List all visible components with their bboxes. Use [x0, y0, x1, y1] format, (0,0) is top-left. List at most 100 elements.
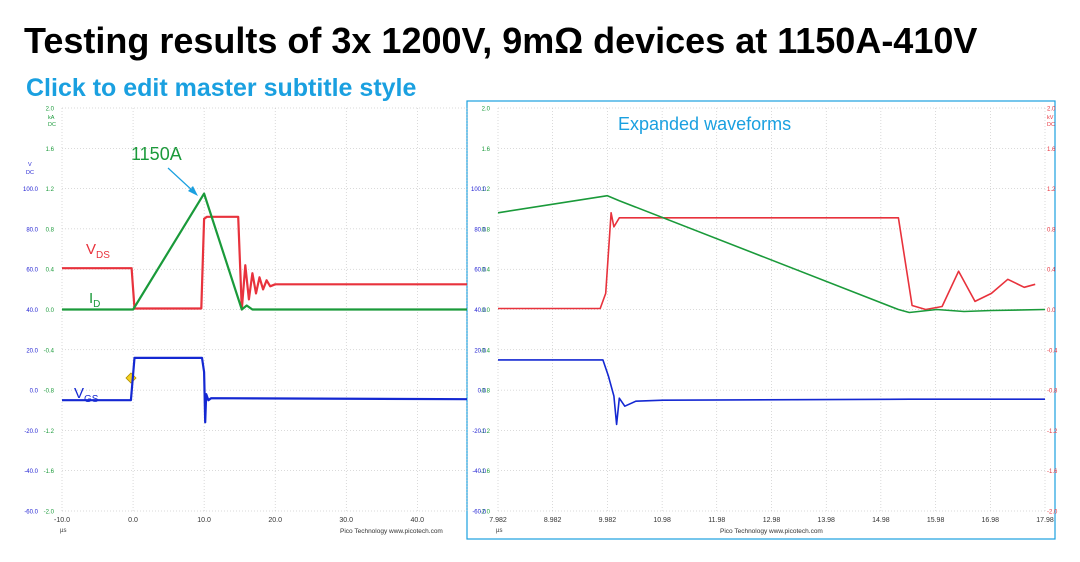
y-mid-unit: kA: [48, 115, 55, 121]
expanded-title: Expanded waveforms: [618, 114, 791, 134]
vgs-label-main: V: [74, 385, 84, 402]
x-unit: µs: [496, 528, 502, 534]
y-mid-tick-label: 0.8: [482, 227, 491, 233]
y-left-tick-label: 80.0: [474, 227, 486, 233]
y-left-tick-label: 0.0: [478, 389, 487, 395]
y-right-tick-label: 0.4: [1047, 268, 1056, 274]
y-right-tick-label: -1.2: [1047, 429, 1058, 435]
y-left-tick-label: 20.0: [26, 348, 38, 354]
y-right-tick-label: -2.0: [1047, 510, 1058, 516]
x-unit: µs: [60, 528, 66, 534]
y-mid-tick-label: 1.6: [482, 147, 491, 153]
x-tick-label: 11.98: [708, 517, 725, 524]
y-mid-tick-label: 1.6: [46, 147, 55, 153]
x-tick-label: 30.0: [339, 517, 353, 524]
series-id-line: [62, 192, 467, 311]
y-mid-tick-label: -1.6: [480, 469, 491, 475]
footer-text: Pico Technology www.picotech.com: [340, 528, 443, 535]
y-mid-tick-label: 0.4: [482, 268, 491, 274]
y-right-tick-label: -1.6: [1047, 469, 1058, 475]
y-right-unit: kV: [1047, 115, 1054, 121]
y-mid-tick-label: 0.0: [46, 308, 55, 314]
y-mid-tick-label: 0.8: [46, 227, 55, 233]
plot-1: 7.982 8.982 9.982 10.98 11.98 12.98 13.98 14.98…: [471, 107, 1058, 536]
y-mid-tick-label: 1.2: [46, 187, 55, 193]
y-right-tick-label: 0.8: [1047, 227, 1056, 233]
series-vgs-line: [498, 359, 1045, 426]
y-mid-tick-label: -0.4: [480, 348, 491, 354]
y-left-tick-label: 0.0: [30, 389, 39, 395]
vds-label-sub: DS: [96, 250, 110, 261]
y-mid-tick-label: 0.4: [46, 268, 55, 274]
x-tick-label: 13.98: [817, 517, 835, 524]
id-label: ID: [89, 290, 100, 310]
x-tick-label: 16.98: [982, 517, 1000, 524]
y-left-tick-label: 20.0: [474, 348, 486, 354]
y-left-tick-label: 100.0: [471, 187, 487, 193]
y-right-tick-label: -0.4: [1047, 348, 1058, 354]
slide-title: Testing results of 3x 1200V, 9mΩ devices…: [24, 20, 978, 61]
expanded-frame: [466, 100, 1056, 540]
y-mid-unit2: DC: [48, 122, 56, 128]
y-mid-tick-label: -1.2: [480, 429, 491, 435]
y-mid-tick-label: 2.0: [482, 107, 491, 113]
x-tick-label: 9.982: [599, 517, 617, 524]
x-tick-label: 10.98: [653, 517, 671, 524]
y-mid-tick-label: -0.8: [480, 389, 491, 395]
x-tick-label: -10.0: [54, 517, 70, 524]
y-left-tick-label: -40.0: [24, 469, 38, 475]
series-vds-line: [498, 212, 1036, 311]
y-left-tick-label: -60.0: [472, 510, 486, 516]
y-left-tick-label: -20.0: [24, 429, 38, 435]
y-left-tick-label: 40.0: [474, 308, 486, 314]
trigger-marker-icon[interactable]: [125, 372, 137, 384]
footer-text: Pico Technology www.picotech.com: [720, 528, 823, 535]
y-mid-tick-label: -1.6: [44, 469, 55, 475]
series-id-line: [497, 194, 1046, 314]
id-label-sub: D: [93, 299, 100, 310]
y-right-tick-label: 2.0: [1047, 107, 1056, 113]
vds-label: VDS: [86, 241, 110, 261]
y-left-tick-label: -20.0: [472, 429, 486, 435]
x-tick-label: 0.0: [128, 517, 138, 524]
y-left-tick-label: -40.0: [472, 469, 486, 475]
x-tick-label: 17.98: [1036, 517, 1054, 524]
y-mid-tick-label: -2.0: [44, 510, 55, 516]
y-left-unit2: DC: [26, 170, 34, 176]
y-left-tick-label: 100.0: [23, 187, 39, 193]
x-tick-label: 12.98: [763, 517, 781, 524]
y-mid-tick-label: 2.0: [46, 107, 55, 113]
x-tick-label: 14.98: [872, 517, 890, 524]
y-mid-tick-label: -0.4: [44, 348, 55, 354]
slide-subtitle[interactable]: Click to edit master subtitle style: [26, 74, 417, 102]
x-tick-label: 8.982: [544, 517, 562, 524]
y-right-tick-label: 0.0: [1047, 308, 1056, 314]
series-vds-line: [62, 215, 467, 311]
y-mid-tick-label: -1.2: [44, 429, 55, 435]
y-left-tick-label: 80.0: [26, 227, 38, 233]
y-right-unit2: DC: [1047, 122, 1055, 128]
y-mid-tick-label: -0.8: [44, 389, 55, 395]
plot-0: -10.0 0.0 10.0 20.0 30.0 40.0 µs Pico Technolog…: [23, 107, 468, 535]
x-tick-label: 10.0: [197, 517, 211, 524]
y-right-tick-label: 1.6: [1047, 147, 1056, 153]
y-mid-tick-label: 1.2: [482, 187, 491, 193]
peak-current-label: 1150A: [131, 144, 182, 164]
x-tick-label: 7.982: [489, 517, 507, 524]
y-mid-tick-label: -2.0: [480, 510, 491, 516]
id-label-main: I: [89, 290, 93, 307]
series-vgs-line: [62, 356, 468, 424]
y-left-tick-label: -60.0: [24, 510, 38, 516]
y-left-tick-label: 60.0: [26, 268, 38, 274]
x-tick-label: 40.0: [410, 517, 424, 524]
y-left-tick-label: 60.0: [474, 268, 486, 274]
y-mid-tick-label: 0.0: [482, 308, 491, 314]
vds-label-main: V: [86, 241, 96, 258]
y-right-tick-label: 1.2: [1047, 187, 1056, 193]
vgs-label: VGS: [74, 385, 99, 405]
y-left-unit: V: [28, 162, 32, 168]
x-tick-label: 20.0: [268, 517, 282, 524]
x-tick-label: 15.98: [927, 517, 945, 524]
y-right-tick-label: -0.8: [1047, 389, 1058, 395]
